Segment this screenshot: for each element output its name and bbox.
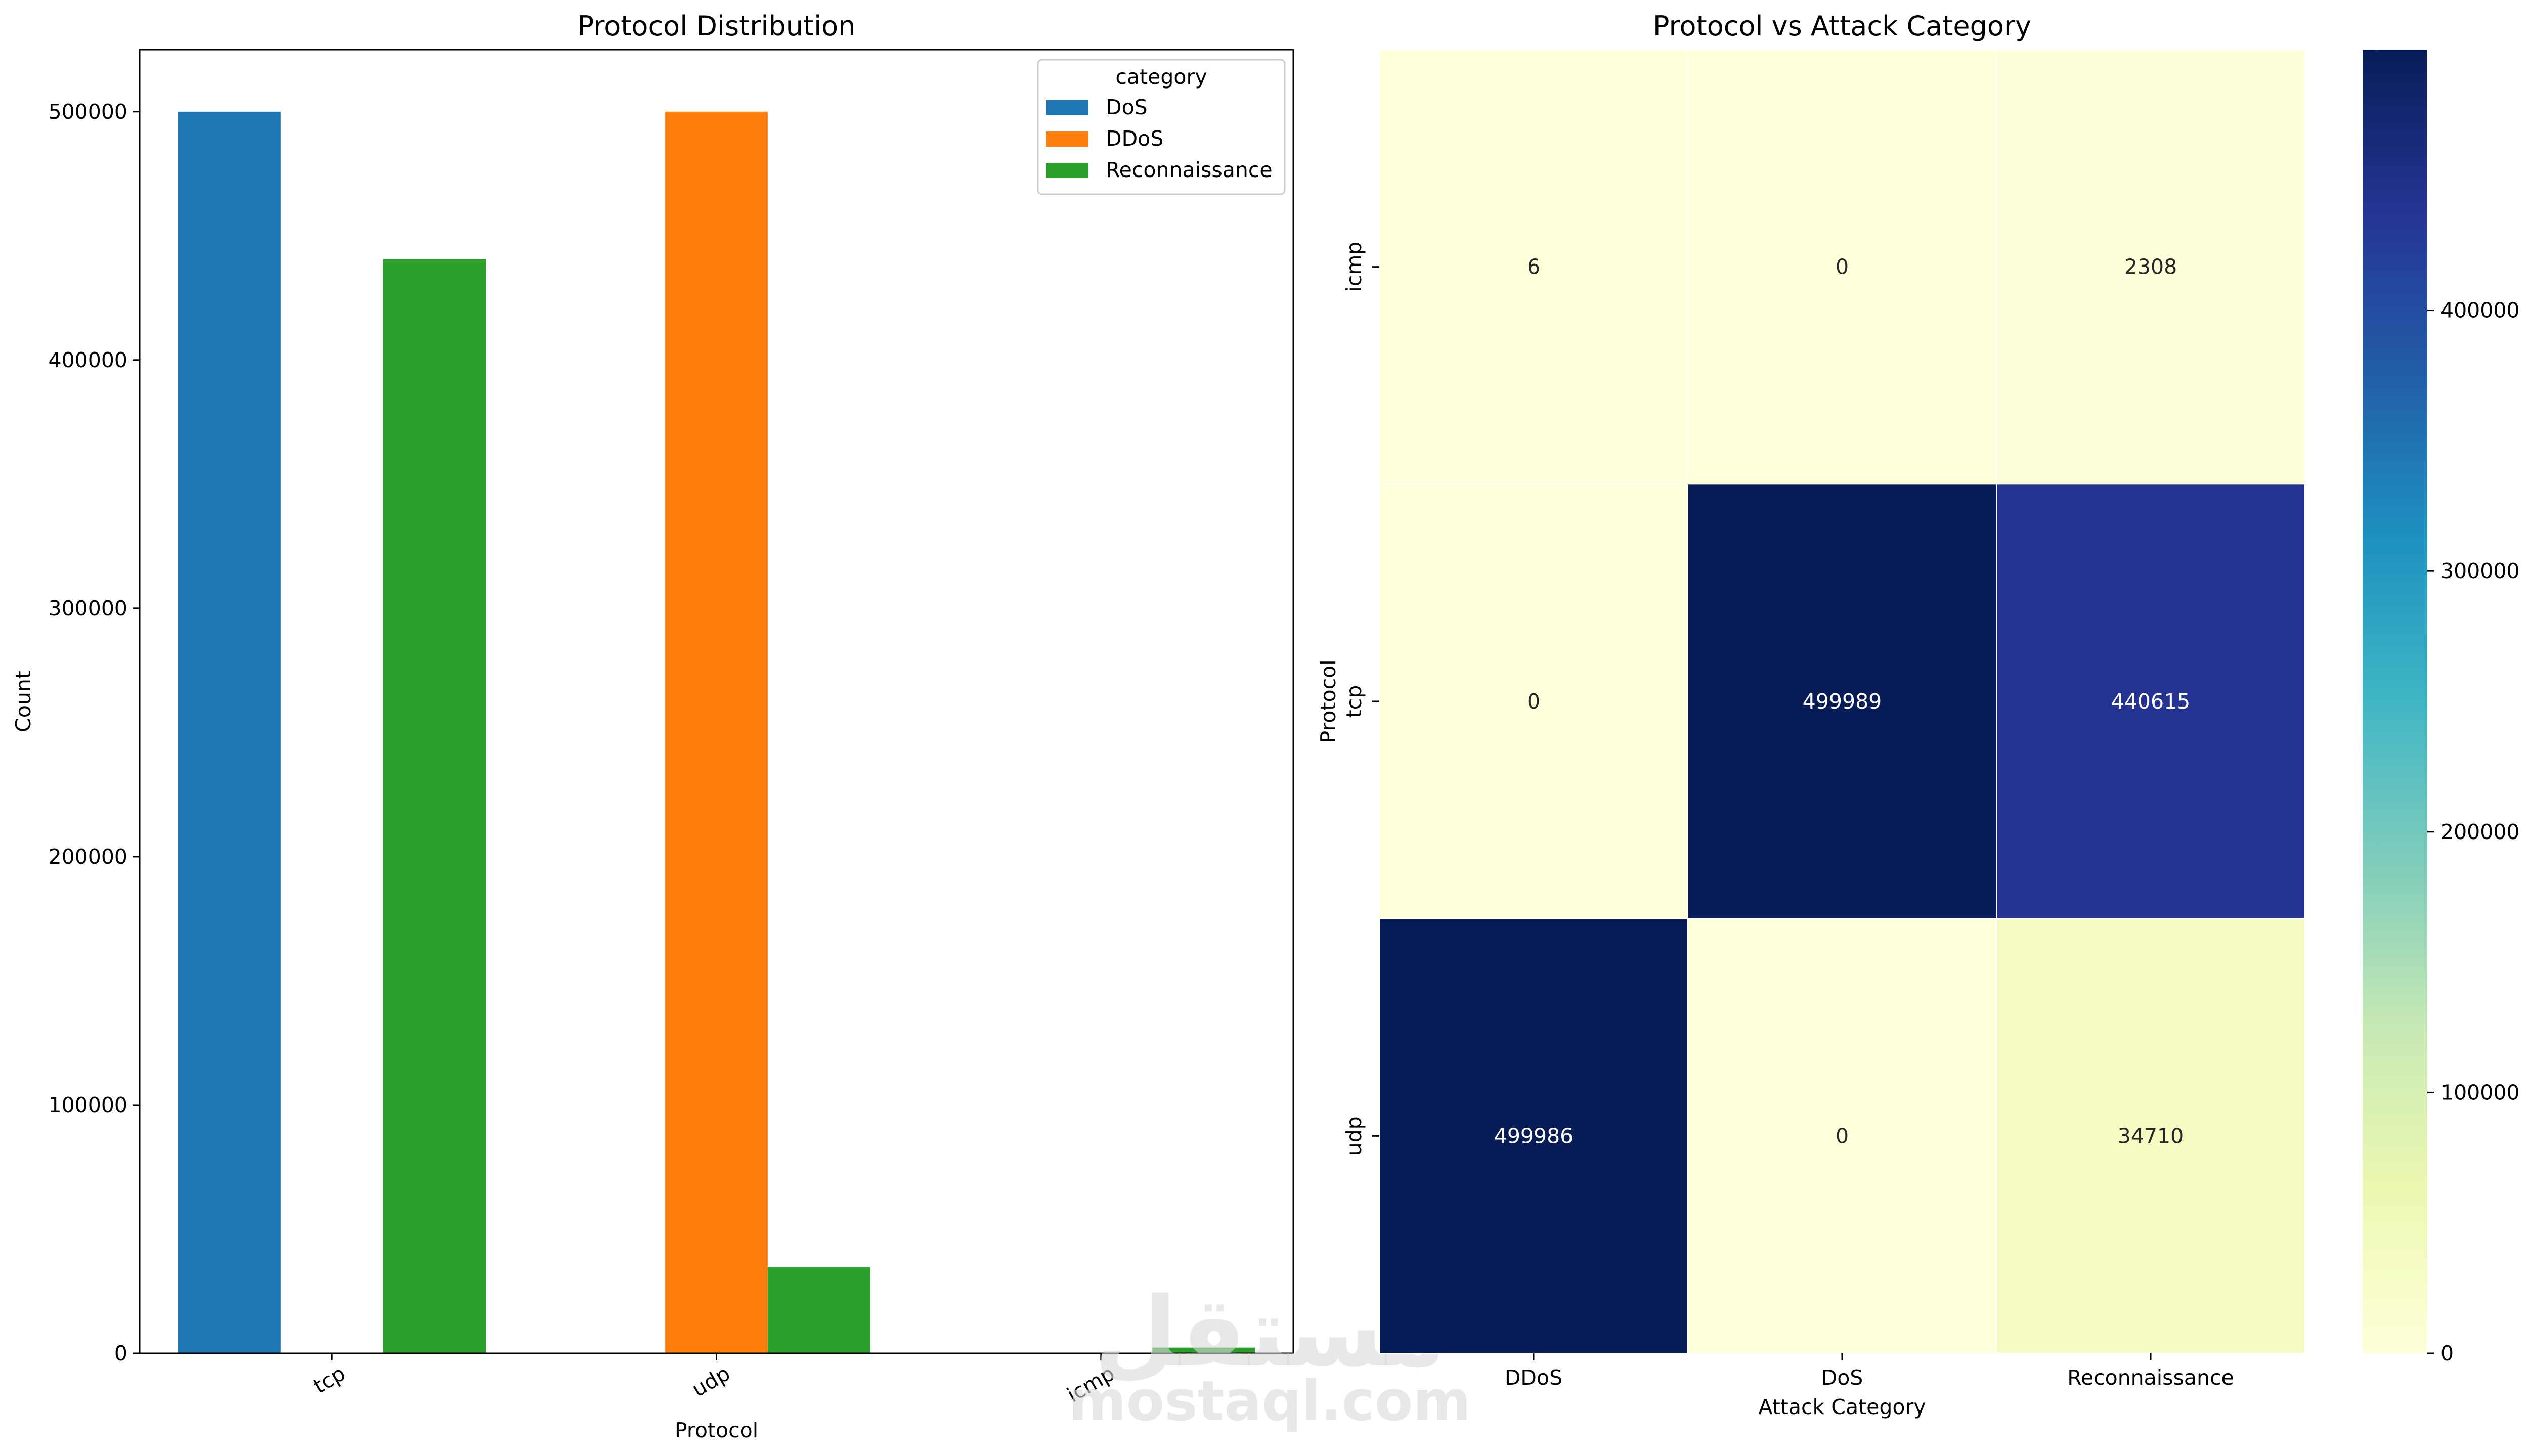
heatmap-y-tick-label-icmp: icmp (1342, 242, 1366, 292)
legend-swatch-ddos (1046, 131, 1088, 147)
bar-chart-y-axis-ticks: 0 100000 200000 300000 400000 500000 (48, 100, 140, 1365)
heatmap-cell-icmp-DDoS (1379, 49, 1688, 485)
legend-swatch-dos (1046, 100, 1088, 115)
y-tick-label: 300000 (48, 596, 127, 621)
heatmap-cell-icmp-Reconnaissance (1996, 49, 2305, 485)
colorbar-tick-label: 300000 (2440, 559, 2520, 583)
bar-chart-x-axis-ticks: tcp udp icmp (309, 1353, 1119, 1407)
heatmap-cell-annotation: 34710 (2118, 1124, 2184, 1148)
heatmap-cell-annotation: 0 (1836, 255, 1849, 279)
heatmap-y-axis-label: Protocol (1316, 659, 1340, 743)
heatmap-x-tick-label-Reconnaissance: Reconnaissance (2067, 1365, 2234, 1390)
heatmap-cell-annotation: 499986 (1494, 1124, 1574, 1148)
colorbar-ticks: 0 100000 200000 300000 400000 (2427, 298, 2520, 1365)
bar-chart-axes-frame (139, 49, 1294, 1354)
heatmap-cell-udp-Reconnaissance (1996, 918, 2305, 1354)
colorbar-tick-label: 200000 (2440, 820, 2520, 844)
heatmap-cell-icmp-DoS (1687, 49, 1997, 485)
bar-reconnaissance-udp (767, 1267, 870, 1353)
bar-reconnaissance-icmp (1152, 1347, 1255, 1353)
colorbar-tick-label: 100000 (2440, 1080, 2520, 1105)
heatmap-cell-annotation: 499989 (1803, 689, 1882, 714)
heatmap-title: Protocol vs Attack Category (1653, 10, 2031, 42)
heatmap-x-tick-label-DoS: DoS (1821, 1365, 1863, 1390)
heatmap-y-tick-label-udp: udp (1342, 1116, 1366, 1156)
heatmap-cells: 6 0 2308 0 499989 440615 499986 0 34710 (1379, 49, 2305, 1354)
heatmap-x-axis-ticks: DDoS DoS Reconnaissance (1505, 1353, 2234, 1390)
heatmap-cell-annotation: 440615 (2111, 689, 2191, 714)
heatmap-cell-annotation: 0 (1527, 689, 1540, 714)
heatmap-cell-tcp-Reconnaissance (1996, 483, 2305, 919)
legend-items: DoS DDoS Reconnaissance (1046, 95, 1273, 182)
y-tick-label: 200000 (48, 845, 127, 869)
legend-title: category (1115, 65, 1207, 89)
legend-swatch-reconnaissance (1046, 163, 1088, 178)
y-tick-label: 500000 (48, 100, 127, 124)
watermark-text: mostaql.com (1068, 1369, 1471, 1433)
heatmap-cell-tcp-DDoS (1379, 483, 1688, 919)
x-tick-label-udp: udp (688, 1361, 734, 1402)
heatmap-cell-annotation: 0 (1836, 1124, 1849, 1148)
heatmap-cell-tcp-DoS (1687, 483, 1997, 919)
bar-reconnaissance-tcp (383, 259, 486, 1353)
heatmap-cell-annotation: 2308 (2124, 255, 2177, 279)
y-tick-label: 400000 (48, 348, 127, 372)
heatmap-panel: Protocol vs Attack Category 6 0 2308 0 49998… (1316, 10, 2520, 1419)
legend-label-reconnaissance: Reconnaissance (1106, 158, 1273, 182)
legend-label-ddos: DDoS (1106, 126, 1163, 151)
bar-dos-tcp (178, 111, 281, 1353)
heatmap-x-tick-label-DDoS: DDoS (1505, 1365, 1562, 1390)
bar-chart-x-axis-label: Protocol (675, 1418, 758, 1442)
legend-box (1037, 59, 1286, 195)
heatmap-cell-annotation: 6 (1527, 255, 1540, 279)
heatmap-cell-udp-DoS (1687, 918, 1997, 1354)
y-tick-label: 100000 (48, 1093, 127, 1117)
heatmap-colorbar: 0 100000 200000 300000 400000 (2363, 50, 2520, 1365)
colorbar-tick-label: 0 (2440, 1341, 2454, 1365)
bar-chart-bars (178, 111, 1255, 1354)
bar-ddos-udp (665, 111, 768, 1354)
heatmap-y-axis-ticks: icmp tcp udp (1342, 242, 1379, 1156)
bar-chart-title: Protocol Distribution (578, 10, 856, 42)
colorbar-gradient (2363, 50, 2427, 1353)
x-tick-label-tcp: tcp (309, 1361, 350, 1398)
bar-chart-legend: category DoS DDoS Reconnaissance (1037, 59, 1286, 195)
legend-label-dos: DoS (1106, 95, 1148, 119)
heatmap-y-tick-label-tcp: tcp (1342, 685, 1366, 718)
bar-chart-panel: Protocol Distribution 0 100000 200000 30000… (11, 10, 1294, 1442)
heatmap-x-axis-label: Attack Category (1758, 1395, 1926, 1419)
y-tick-label: 0 (114, 1341, 127, 1365)
colorbar-tick-label: 400000 (2440, 298, 2520, 323)
bar-chart-y-axis-label: Count (11, 671, 35, 732)
